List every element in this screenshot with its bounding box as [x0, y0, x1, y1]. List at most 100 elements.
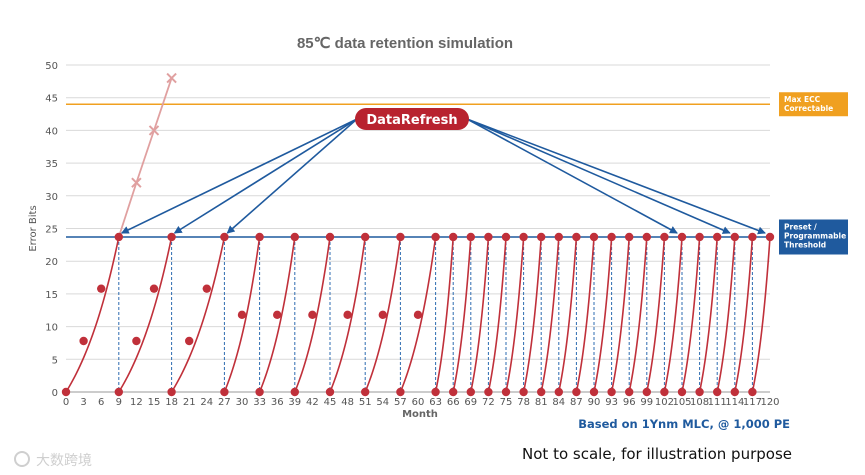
chart-title: 85℃ data retention simulation [297, 35, 513, 52]
x-tick-label: 81 [535, 397, 548, 408]
x-tick-label: 54 [376, 397, 389, 408]
cycle-20-point-0 [625, 387, 634, 397]
y-tick-label: 45 [45, 94, 58, 105]
x-tick-label: 45 [324, 397, 337, 408]
cycle-curve-9 [434, 236, 454, 393]
cycle-curve-18 [593, 236, 613, 393]
cycle-4-point-0 [255, 387, 264, 397]
watermark-text: 大数跨境 [36, 453, 92, 469]
cycle-3-point-1 [237, 310, 247, 320]
x-tick-label: 9 [116, 397, 122, 408]
threshold-badge-0 [779, 92, 848, 117]
cycle-27-point-1 [765, 232, 775, 242]
cycle-11-point-1 [484, 232, 493, 242]
cycle-1-point-0 [114, 387, 124, 397]
cycle-22-point-0 [660, 387, 669, 397]
cycle-curve-23 [681, 236, 701, 393]
cycle-2-point-0 [167, 387, 176, 397]
y-tick-label: 20 [45, 257, 58, 268]
x-tick-label: 57 [394, 397, 407, 408]
cycle-24-point-1 [713, 232, 722, 242]
data-refresh-label: DataRefresh [366, 113, 457, 128]
y-tick-label: 15 [45, 290, 58, 301]
cycle-13-point-0 [501, 387, 511, 397]
cycle-curve-6 [329, 236, 366, 393]
cycle-14-point-0 [519, 387, 528, 397]
cycle-6-point-2 [361, 232, 370, 242]
cycle-2-point-1 [185, 336, 194, 346]
data-refresh-arrow-3 [466, 118, 678, 234]
y-axis-label: Error Bits [28, 205, 39, 251]
x-tick-label: 21 [183, 397, 196, 408]
x-tick-label: 51 [359, 397, 372, 408]
x-tick-label: 84 [552, 397, 565, 408]
basis-annotation: Based on 1Ynm MLC, @ 1,000 PE [578, 417, 790, 431]
no-refresh-marker-1 [148, 125, 160, 136]
x-tick-label: 120 [760, 397, 779, 408]
cycle-curve-13 [505, 236, 525, 393]
data-refresh-badge: DataRefresh [355, 108, 469, 130]
cycle-7-point-0 [361, 387, 370, 397]
x-tick-label: 42 [306, 397, 319, 408]
x-tick-label: 60 [412, 397, 425, 408]
cycle-21-point-1 [660, 232, 669, 242]
cycle-curve-7 [364, 236, 402, 393]
watermark-logo-icon [14, 451, 30, 467]
x-tick-label: 99 [640, 397, 653, 408]
cycle-10-point-1 [466, 232, 475, 242]
cycle-7-point-1 [378, 310, 387, 320]
threshold-badge-1 [779, 219, 848, 255]
x-tick-label: 36 [271, 397, 284, 408]
cycle-23-point-0 [677, 387, 687, 397]
cycle-16-point-0 [554, 387, 563, 397]
cycle-8-point-1 [413, 310, 423, 320]
x-tick-label: 33 [253, 397, 266, 408]
scale-note: Not to scale, for illustration purpose [522, 445, 792, 463]
cycle-curve-0 [65, 236, 120, 393]
x-tick-label: 90 [588, 397, 601, 408]
cycle-12-point-1 [501, 232, 511, 242]
cycle-25-point-1 [730, 232, 739, 242]
cycle-17-point-1 [589, 232, 599, 242]
cycle-9-point-0 [431, 387, 440, 397]
x-tick-label: 78 [517, 397, 530, 408]
x-tick-label: 30 [236, 397, 249, 408]
cycle-17-point-0 [572, 387, 581, 397]
cycle-18-point-0 [589, 387, 599, 397]
cycle-2-point-3 [220, 232, 229, 242]
cycle-curve-3 [223, 236, 261, 393]
cycle-curve-24 [698, 236, 718, 393]
cycle-0-point-2 [97, 284, 106, 293]
watermark: 大数跨境 [14, 451, 92, 469]
cycle-curve-25 [716, 236, 736, 393]
cycle-13-point-1 [519, 232, 528, 242]
y-tick-label: 30 [45, 192, 58, 203]
no-refresh-line [117, 77, 173, 238]
x-tick-label: 6 [98, 397, 104, 408]
threshold-badge-text: Threshold [784, 241, 826, 250]
x-tick-label: 102 [655, 397, 674, 408]
x-tick-label: 96 [623, 397, 636, 408]
cycle-curve-12 [487, 236, 507, 393]
x-tick-label: 27 [218, 397, 231, 408]
cycle-12-point-0 [484, 387, 493, 397]
cycle-20-point-1 [642, 232, 651, 242]
x-tick-label: 15 [148, 397, 161, 408]
cycle-18-point-1 [607, 232, 616, 242]
x-tick-label: 93 [605, 397, 618, 408]
threshold-badge-text: Max ECC [784, 95, 821, 104]
cycle-0-point-3 [114, 232, 124, 242]
cycle-19-point-0 [607, 387, 616, 397]
x-tick-label: 69 [464, 397, 477, 408]
y-tick-label: 25 [45, 225, 58, 236]
cycle-9-point-1 [449, 232, 458, 242]
x-tick-label: 105 [672, 397, 691, 408]
x-tick-label: 39 [288, 397, 301, 408]
x-tick-label: 111 [708, 397, 727, 408]
cycle-curve-15 [540, 236, 560, 393]
cycle-curve-1 [118, 236, 173, 393]
cycle-14-point-1 [537, 232, 546, 242]
cycle-4-point-1 [273, 310, 282, 320]
